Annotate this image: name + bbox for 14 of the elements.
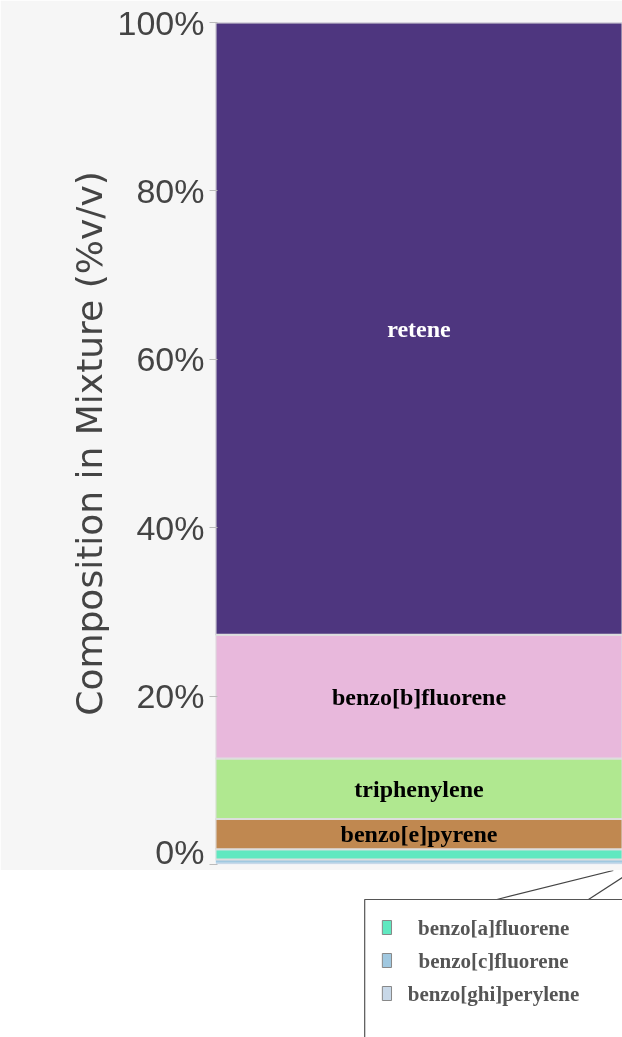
series-label: benzo[e]pyrene: [340, 821, 498, 848]
y-axis-title: Composition in Mixture (%v/v): [68, 171, 110, 716]
series-label: triphenylene: [354, 775, 485, 802]
y-tick-label: 60%: [136, 340, 205, 379]
y-tick-label: 0%: [155, 832, 205, 871]
series-label: retene: [387, 315, 452, 342]
legend-label: benzo[a]fluorene: [417, 915, 570, 940]
y-tick-label: 100%: [117, 3, 205, 42]
series-label: benzo[b]fluorene: [331, 683, 507, 710]
legend-label: benzo[c]fluorene: [418, 948, 569, 973]
legend-label: benzo[ghi]perylene: [407, 981, 580, 1006]
y-tick-label: 40%: [136, 508, 205, 547]
y-tick-label: 80%: [136, 171, 205, 210]
y-tick-label: 20%: [136, 677, 205, 716]
